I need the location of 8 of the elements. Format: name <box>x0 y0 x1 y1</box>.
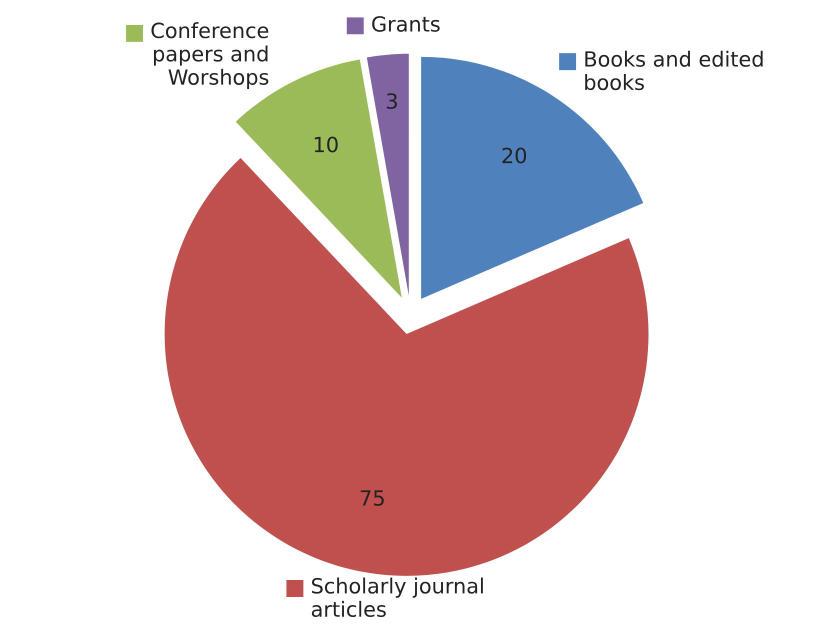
data-label: 10 <box>314 136 338 152</box>
data-label: 20 <box>502 148 526 164</box>
legend-label: Books and edited books <box>585 50 763 90</box>
legend-label: Scholarly journal articles <box>312 578 483 618</box>
data-label: 3 <box>386 93 397 109</box>
data-label: 75 <box>360 490 384 506</box>
legend-label: Conference papers and Worshops <box>151 22 268 89</box>
legend-label: Grants <box>372 16 440 32</box>
